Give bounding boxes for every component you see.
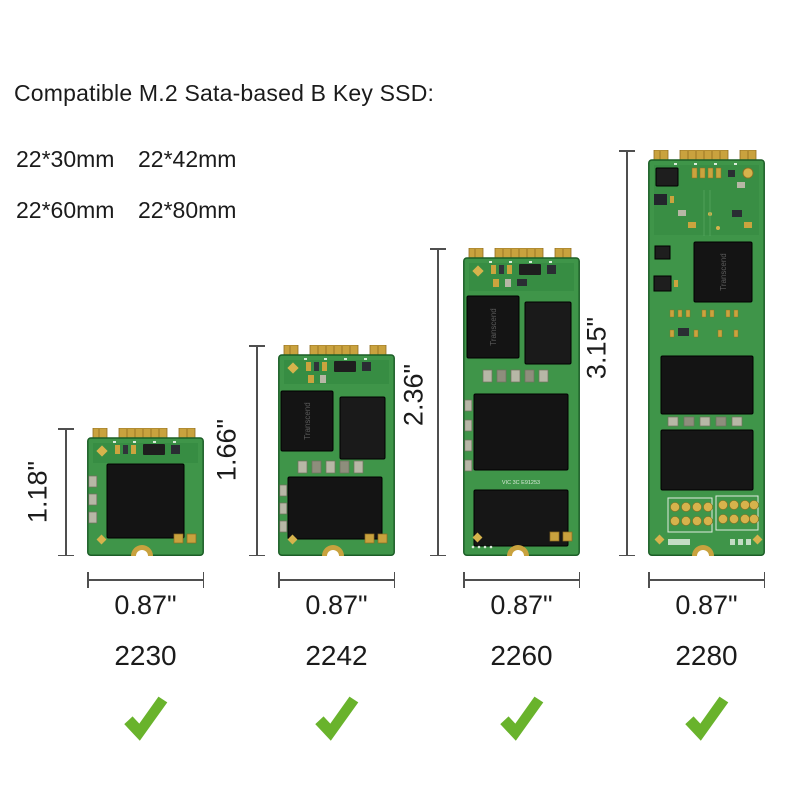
nand-chip xyxy=(524,301,572,365)
checkmark-icon xyxy=(315,696,359,741)
mounting-notch xyxy=(322,545,344,556)
ssd-2230-graphic xyxy=(87,428,204,556)
screw-pad xyxy=(742,167,754,179)
nand-chip xyxy=(473,393,569,471)
height-dimension-line-2242 xyxy=(249,345,265,556)
checkmark-icon xyxy=(685,696,729,741)
ssd-2242-graphic: Transcend xyxy=(278,345,395,556)
model-label-2242: 2242 xyxy=(305,640,368,671)
ssd-2280-graphic: Transcend xyxy=(648,150,765,556)
width-label-2260: 0.87" xyxy=(490,590,553,620)
nand-chip xyxy=(339,396,386,460)
width-dimension-line-2230 xyxy=(87,572,204,588)
width-dimension-line-2260 xyxy=(463,572,580,588)
controller-chip: Transcend xyxy=(693,241,753,303)
nand-chip xyxy=(660,429,754,491)
controller-chip: Transcend xyxy=(466,295,520,359)
svg-text:Transcend: Transcend xyxy=(303,402,312,440)
capacitor-row xyxy=(297,460,364,474)
size-option-2280: 22*80mm xyxy=(138,197,237,223)
size-list: 22*30mm 22*42mm 22*60mm 22*80mm xyxy=(16,146,236,224)
connector-fingers xyxy=(468,248,572,261)
height-dimension-line-2260 xyxy=(430,248,446,556)
nand-chip xyxy=(287,476,383,540)
width-dimension-line-2280 xyxy=(648,572,765,588)
height-dimension-line-2230 xyxy=(58,428,74,556)
capacitor-row xyxy=(482,369,549,383)
width-label-2280: 0.87" xyxy=(675,590,738,620)
test-pad-grid-left xyxy=(667,497,713,533)
svg-text:Transcend: Transcend xyxy=(489,308,498,346)
model-label-2230: 2230 xyxy=(114,640,177,671)
height-label-2230: 1.18" xyxy=(22,460,53,524)
checkmark-icon xyxy=(124,696,168,741)
nand-chip xyxy=(660,355,754,415)
height-label-2242: 1.66" xyxy=(211,418,242,482)
size-option-2242: 22*42mm xyxy=(138,146,237,172)
pad-rows xyxy=(669,309,739,338)
size-option-2260: 22*60mm xyxy=(16,197,115,223)
mounting-notch xyxy=(692,545,714,556)
size-option-2230: 22*30mm xyxy=(16,146,115,172)
model-label-2260: 2260 xyxy=(490,640,553,671)
page-title: Compatible M.2 Sata-based B Key SSD: xyxy=(14,80,435,106)
capacitor-row xyxy=(667,416,743,427)
controller-chip: Transcend xyxy=(280,390,334,452)
mounting-notch xyxy=(507,545,529,556)
height-label-2260: 2.36" xyxy=(398,363,429,427)
ssd-2260-graphic: Transcend VIC 3C E91253 xyxy=(463,248,580,556)
test-pad-grid-right xyxy=(715,495,759,531)
mounting-notch xyxy=(131,545,153,556)
nand-chip xyxy=(106,463,185,539)
silkscreen-text: VIC 3C E91253 xyxy=(502,480,540,486)
height-label-2280: 3.15" xyxy=(581,316,612,380)
checkmark-icon xyxy=(500,696,544,741)
width-label-2242: 0.87" xyxy=(305,590,368,620)
model-label-2280: 2280 xyxy=(675,640,738,671)
svg-text:Transcend: Transcend xyxy=(719,253,728,291)
width-dimension-line-2242 xyxy=(278,572,395,588)
height-dimension-line-2280 xyxy=(619,150,635,556)
edge-capacitors xyxy=(88,475,98,524)
width-label-2230: 0.87" xyxy=(114,590,177,620)
